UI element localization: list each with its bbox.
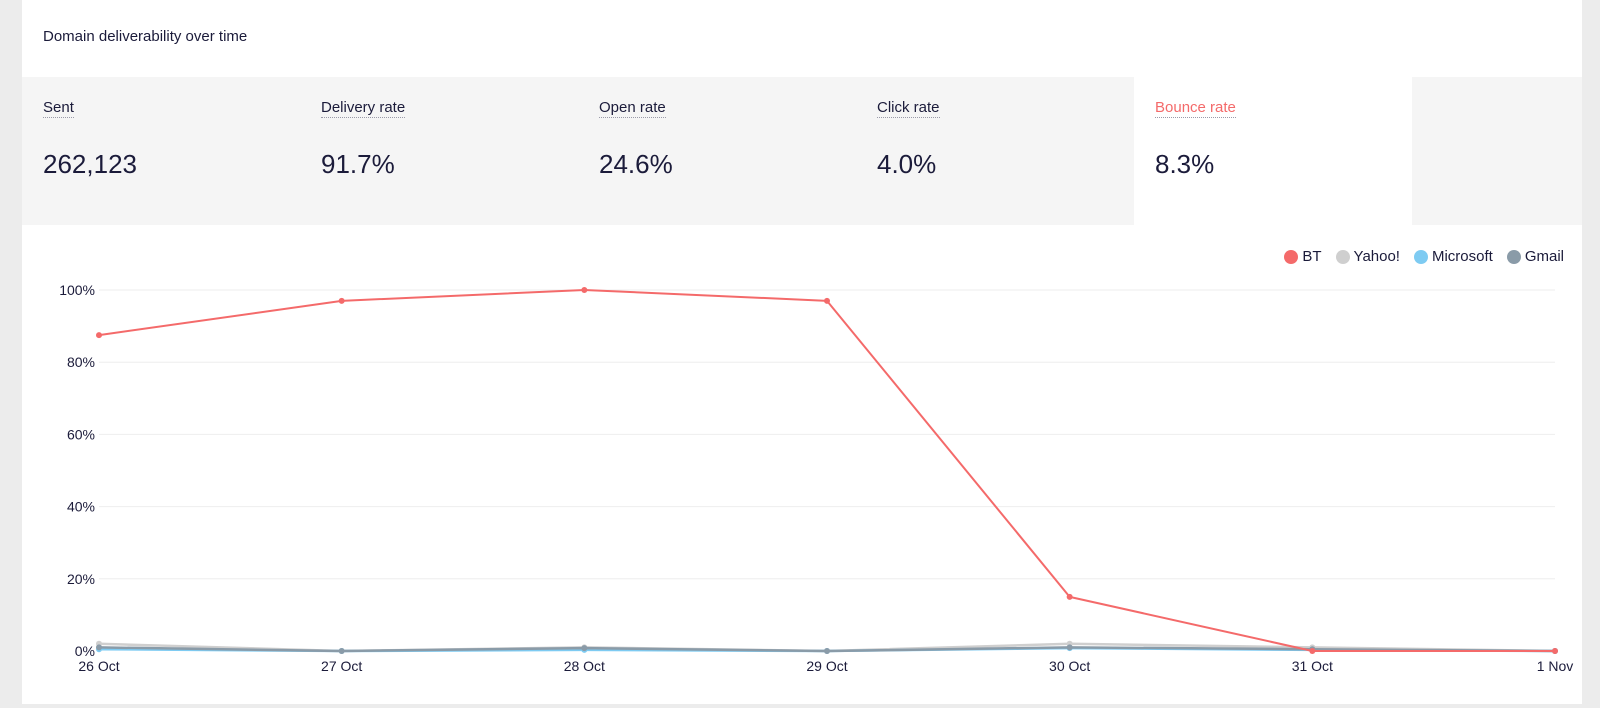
legend-label-gmail: Gmail [1524, 248, 1564, 265]
legend-dot-microsoft [1413, 249, 1428, 264]
legend-item-microsoft[interactable]: Microsoft [1413, 248, 1493, 265]
data-point [96, 332, 102, 339]
legend-item-yahoo[interactable]: Yahoo! [1335, 248, 1400, 265]
legend-dot-bt [1284, 249, 1299, 264]
x-tick-label: 27 Oct [321, 658, 362, 674]
data-point [338, 648, 345, 654]
stat-open-rate[interactable]: Open rate 24.6% [578, 77, 862, 225]
data-point [96, 644, 102, 651]
data-point [1066, 593, 1073, 600]
x-tick-label: 28 Oct [564, 658, 605, 674]
y-tick-label: 20% [67, 571, 95, 587]
legend-dot-yahoo [1335, 249, 1350, 264]
y-tick-label: 80% [67, 354, 95, 370]
stat-value-open-rate: 24.6% [599, 149, 673, 179]
stat-bounce-rate[interactable]: Bounce rate 8.3% [1134, 77, 1412, 225]
x-tick-label: 26 Oct [78, 658, 119, 674]
stat-value-bounce-rate: 8.3% [1155, 149, 1215, 179]
data-point [581, 287, 588, 293]
stat-sent[interactable]: Sent 262,123 [22, 77, 306, 225]
card-title: Domain deliverability over time [43, 28, 248, 45]
data-point [1066, 644, 1073, 651]
chart-legend: BT Yahoo! Microsoft Gmail [1284, 248, 1564, 265]
x-tick-label: 1 Nov [1537, 658, 1574, 674]
legend-label-bt: BT [1302, 248, 1322, 265]
stat-value-sent: 262,123 [43, 149, 137, 179]
y-tick-label: 60% [67, 426, 95, 442]
stat-delivery-rate[interactable]: Delivery rate 91.7% [300, 77, 584, 225]
deliverability-card: Domain deliverability over time Sent 262… [22, 0, 1582, 704]
data-point [824, 648, 830, 654]
stat-label-bounce-rate[interactable]: Bounce rate [1155, 99, 1236, 118]
legend-item-gmail[interactable]: Gmail [1506, 248, 1564, 265]
data-point [338, 297, 345, 304]
y-tick-label: 0% [75, 643, 95, 659]
data-point [581, 645, 588, 652]
y-tick-label: 40% [67, 499, 95, 515]
legend-dot-gmail [1506, 249, 1521, 264]
x-tick-label: 30 Oct [1049, 658, 1090, 674]
legend-item-bt[interactable]: BT [1284, 248, 1322, 265]
series-line [98, 289, 1555, 652]
data-point [1552, 648, 1558, 654]
stat-label-open-rate[interactable]: Open rate [599, 99, 666, 118]
stats-bar: Sent 262,123 Delivery rate 91.7% Open ra… [22, 77, 1582, 225]
stat-click-rate[interactable]: Click rate 4.0% [856, 77, 1140, 225]
y-tick-label: 100% [59, 282, 95, 298]
stat-label-click-rate[interactable]: Click rate [877, 99, 940, 118]
stat-value-delivery-rate: 91.7% [321, 149, 395, 179]
x-tick-label: 31 Oct [1292, 658, 1333, 674]
stat-label-delivery-rate[interactable]: Delivery rate [321, 99, 406, 118]
x-tick-label: 29 Oct [806, 658, 847, 674]
legend-label-yahoo: Yahoo! [1353, 248, 1400, 265]
stat-label-sent[interactable]: Sent [43, 99, 74, 118]
data-point [1309, 648, 1316, 654]
data-point [824, 297, 830, 304]
legend-label-microsoft: Microsoft [1431, 248, 1493, 265]
stat-value-click-rate: 4.0% [877, 149, 937, 179]
